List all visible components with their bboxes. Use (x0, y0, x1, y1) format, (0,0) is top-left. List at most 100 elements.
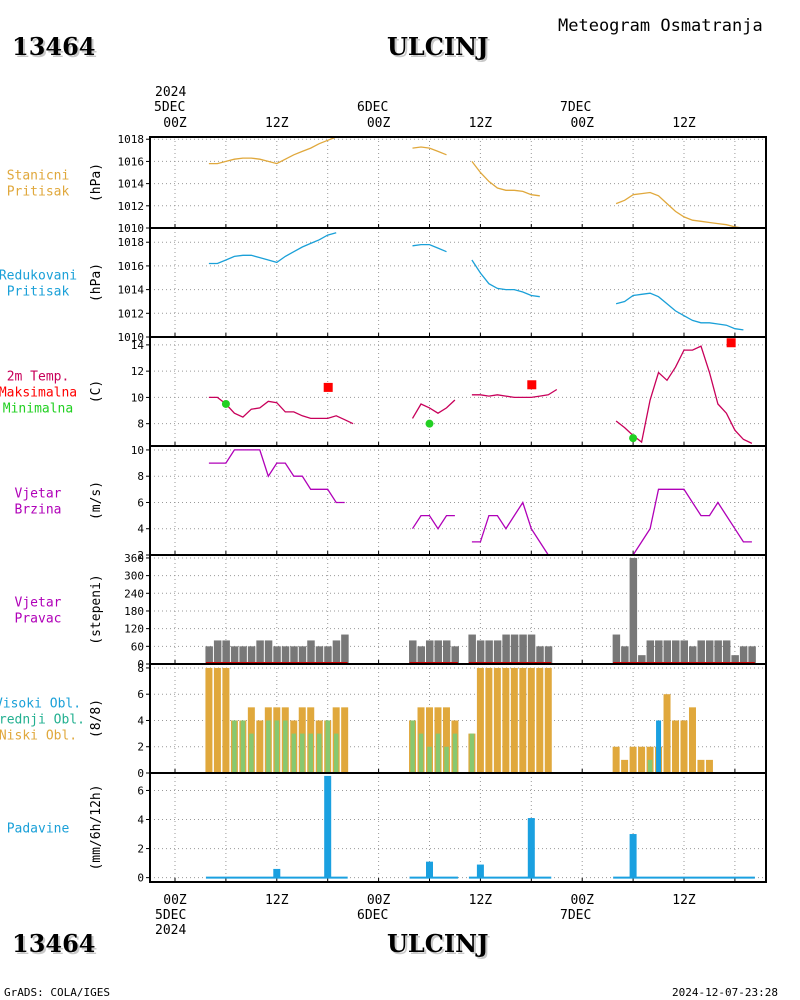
y-tick-label: 6 (137, 496, 144, 509)
direction-bar (468, 634, 476, 664)
panel-oblacnost: 0 2 4 6 8 (8/8) Visoki Obl.Srednji Obl.Niski O… (0, 662, 767, 780)
y-tick-label: 4 (137, 714, 144, 727)
cloud-bar (205, 667, 213, 773)
station-name-bottom-shadow: ULCINJ (389, 931, 490, 960)
cloud-bar (274, 720, 280, 773)
cloud-bar (469, 733, 475, 773)
direction-bar (672, 640, 680, 664)
direction-bar (324, 646, 332, 664)
panel-stanicni: 1010 1012 1014 1016 1018 (hPa) StanicniPritisa… (7, 133, 767, 235)
direction-bar (230, 646, 239, 664)
cloud-bar (493, 667, 501, 773)
cloud-bar (663, 694, 671, 773)
series-line (471, 259, 540, 298)
cloud-bar (672, 720, 680, 773)
y-tick-label: 14 (131, 339, 145, 352)
y-tick-label: 1010 (118, 222, 145, 235)
panel-label: Padavine (7, 822, 70, 837)
panel-label: 2m Temp. (7, 370, 70, 385)
y-tick-label: 12 (131, 365, 144, 378)
direction-bar (502, 634, 510, 664)
unit-label: (stepeni) (89, 574, 104, 644)
unit-label: (hPa) (89, 263, 104, 302)
direction-bar (281, 646, 290, 664)
unit-label: (mm/6h/12h) (89, 784, 104, 870)
cloud-bar (222, 667, 230, 773)
panel-frame (149, 445, 767, 556)
station-id-top: 13464 (12, 32, 96, 61)
cloud-bar (410, 720, 415, 773)
y-tick-label: 240 (124, 587, 144, 600)
unit-label: (hPa) (89, 163, 104, 202)
series-line (412, 146, 447, 156)
direction-bar (409, 640, 417, 664)
hour-label-bottom: 12Z (672, 893, 696, 908)
cloud-bar (536, 667, 544, 773)
direction-bar (290, 646, 298, 664)
direction-bar (739, 646, 748, 664)
y-tick-label: 10 (131, 444, 144, 457)
direction-bar (239, 646, 247, 664)
hour-label-bottom: 00Z (367, 893, 391, 908)
direction-bar (315, 646, 324, 664)
direction-bar (638, 655, 646, 664)
y-tick-label: 180 (124, 605, 144, 618)
direction-bar (680, 640, 688, 664)
y-tick-label: 1012 (118, 200, 145, 213)
series-line (411, 399, 456, 419)
panel-label: Niski Obl. (0, 729, 77, 744)
cloud-bar (427, 746, 432, 773)
panel-label: Redukovani (0, 269, 77, 284)
direction-bar (307, 640, 315, 664)
cloud-bar (240, 720, 246, 773)
hour-label-top: 00Z (570, 116, 594, 131)
precip-bar (527, 818, 535, 878)
y-tick-label: 0 (137, 658, 144, 671)
panel-padavine: 0 2 4 6 (mm/6h/12h) Padavine (7, 772, 767, 885)
direction-bar (222, 640, 230, 664)
cloud-bar (418, 733, 424, 773)
year-label-top: 2024 (155, 85, 186, 100)
series-line (615, 292, 744, 331)
min-temp-marker (629, 434, 638, 443)
cloud-bar (697, 759, 705, 773)
direction-bar (536, 646, 544, 664)
y-tick-label: 120 (124, 623, 144, 636)
y-tick-label: 0 (137, 767, 144, 780)
panel-label: Maksimalna (0, 386, 77, 401)
unit-label: (C) (89, 380, 104, 403)
hour-label-bottom: 00Z (570, 893, 594, 908)
precip-bar (629, 834, 637, 878)
date-label-top-1: 6DEC (357, 100, 388, 115)
cloud-bar (638, 746, 646, 773)
panel-label: Vjetar (15, 487, 62, 502)
direction-bar (612, 634, 621, 664)
date-label-bottom-1: 6DEC (357, 908, 388, 923)
y-tick-label: 10 (131, 391, 144, 404)
station-name-bottom: ULCINJ (387, 929, 488, 958)
y-tick-label: 2 (137, 549, 144, 562)
unit-label: (m/s) (89, 481, 104, 520)
direction-bar (527, 634, 536, 664)
cloud-bar (705, 759, 713, 773)
direction-bar (714, 640, 722, 664)
cloud-bar (291, 733, 297, 773)
cloud-bar (333, 733, 339, 773)
panel-label: Pritisak (7, 285, 70, 300)
cloud-bar (213, 667, 221, 773)
cloud-bar (308, 733, 314, 773)
panel-label: Pravac (15, 612, 62, 627)
panel-frame (149, 336, 767, 447)
panel-label: Vjetar (15, 596, 62, 611)
y-tick-label: 1016 (118, 155, 145, 168)
direction-bar (256, 640, 264, 664)
y-tick-label: 8 (137, 662, 144, 675)
direction-bar (629, 557, 638, 664)
cloud-bar (656, 720, 662, 773)
y-tick-label: 8 (137, 418, 144, 431)
panel-frame (149, 772, 767, 883)
cloud-bar (317, 733, 322, 773)
cloud-bar (646, 746, 654, 773)
